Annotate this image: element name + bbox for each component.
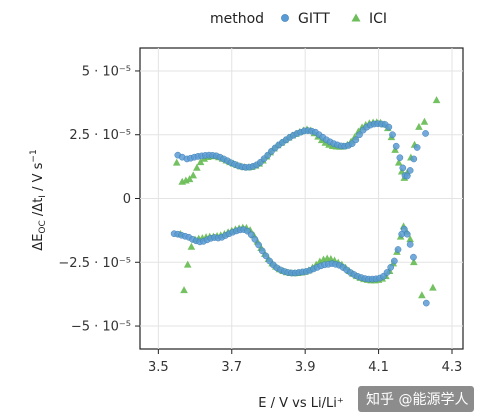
- gitt-point: [251, 235, 259, 243]
- legend-title: method: [210, 11, 264, 27]
- gitt-point: [396, 154, 404, 162]
- gitt-point: [406, 167, 414, 174]
- y-tick-label: −5 · 10⁻⁵: [71, 320, 131, 335]
- y-axis-title-sup: −1: [29, 149, 39, 162]
- gitt-point: [392, 142, 400, 150]
- x-axis-title: E / V vs Li/Li⁺: [258, 396, 343, 411]
- legend-marker-ici: [351, 13, 361, 22]
- y-axis-title-main: ΔE: [31, 234, 46, 251]
- x-axis: 3.5 3.7 3.9 4.1 4.3: [148, 349, 462, 375]
- gitt-point: [262, 252, 270, 260]
- gitt-point: [422, 130, 429, 137]
- data-points: [170, 96, 441, 307]
- gitt-point: [399, 164, 407, 172]
- y-axis-title: ΔEOC /ΔtI / V s−1: [29, 149, 48, 250]
- x-tick-label: 3.9: [295, 360, 316, 375]
- watermark: 知乎 @能源学人: [358, 386, 474, 412]
- ici-point: [185, 175, 194, 183]
- y-axis-title-sub2: I: [38, 195, 48, 198]
- y-axis: 5 · 10⁻⁵ 2.5 · 10⁻⁵ 0 −2.5 · 10⁻⁵ −5 · 10⁻⁵: [58, 64, 140, 335]
- ici-point: [183, 260, 192, 268]
- ici-point: [193, 163, 201, 171]
- y-axis-title-mid: /Δt: [31, 198, 46, 221]
- grid: [140, 48, 463, 349]
- gitt-point: [258, 247, 266, 255]
- y-axis-title-unit: / V s: [31, 162, 46, 195]
- gitt-point: [387, 264, 395, 271]
- legend-marker-gitt: [281, 14, 289, 22]
- ici-point: [406, 235, 414, 243]
- ici-point: [394, 158, 403, 166]
- x-tick-label: 4.1: [368, 360, 389, 375]
- gitt-point: [352, 136, 360, 144]
- ici-point: [410, 258, 418, 266]
- y-tick-label: −2.5 · 10⁻⁵: [58, 256, 131, 271]
- y-tick-label: 0: [123, 192, 131, 207]
- gitt-point: [255, 241, 262, 249]
- x-tick-label: 4.3: [442, 360, 463, 375]
- y-tick-label: 2.5 · 10⁻⁵: [69, 128, 131, 143]
- legend-label-gitt: GITT: [298, 11, 330, 27]
- legend: method GITT ICI: [210, 11, 387, 27]
- gitt-point: [403, 230, 411, 238]
- gitt-point: [385, 123, 393, 131]
- gitt-point: [389, 131, 396, 139]
- gitt-point: [403, 172, 411, 180]
- legend-label-ici: ICI: [369, 11, 387, 27]
- ici-point: [429, 283, 437, 291]
- ici-point: [418, 291, 426, 299]
- x-tick-label: 3.5: [148, 360, 169, 375]
- ici-point: [187, 242, 196, 250]
- gitt-point: [391, 257, 398, 265]
- gitt-point: [410, 155, 418, 163]
- ici-point: [420, 117, 429, 125]
- gitt-point: [383, 269, 391, 276]
- watermark-text: 知乎 @能源学人: [366, 391, 468, 408]
- x-tick-label: 3.7: [221, 360, 242, 375]
- gitt-point: [406, 241, 414, 248]
- ici-point: [189, 171, 198, 179]
- y-axis-title-sub1: OC: [38, 220, 48, 233]
- gitt-point: [422, 299, 430, 307]
- gitt-point: [356, 131, 363, 139]
- ici-point: [180, 286, 188, 294]
- gitt-point: [400, 225, 408, 233]
- gitt-point: [394, 246, 402, 253]
- ici-point: [432, 96, 441, 104]
- gitt-point: [410, 253, 417, 261]
- ici-point: [172, 158, 181, 166]
- gitt-point: [413, 144, 421, 151]
- ici-point: [415, 122, 423, 130]
- gitt-point: [247, 231, 255, 239]
- y-tick-label: 5 · 10⁻⁵: [82, 64, 131, 79]
